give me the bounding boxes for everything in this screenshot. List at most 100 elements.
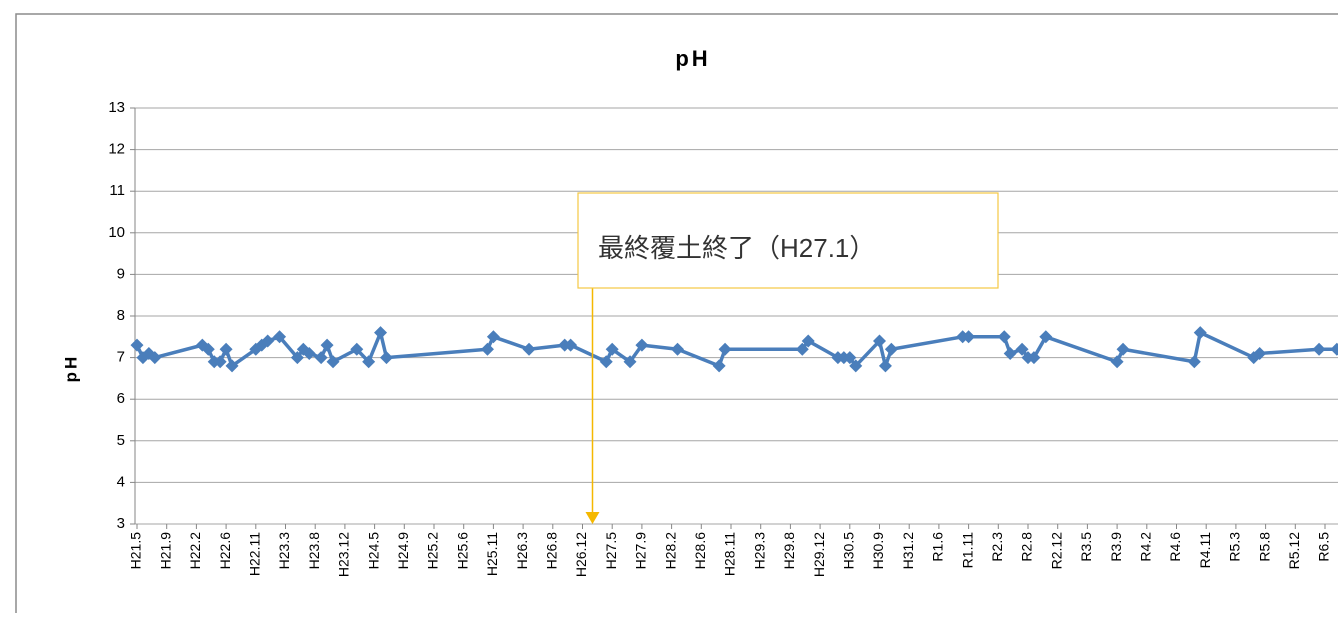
x-tick-label: R4.6 [1167, 532, 1183, 562]
data-marker [599, 355, 613, 369]
x-tick-label: H22.6 [217, 532, 233, 570]
data-marker [1116, 342, 1130, 356]
data-marker [1312, 342, 1326, 356]
x-tick-label: H25.2 [425, 532, 441, 570]
data-marker [302, 346, 316, 360]
x-tick-label: H25.11 [484, 532, 500, 576]
data-marker [718, 342, 732, 356]
data-marker [795, 342, 809, 356]
data-marker [878, 359, 892, 373]
data-marker [201, 342, 215, 356]
data-marker [1015, 342, 1029, 356]
data-marker [1110, 355, 1124, 369]
data-marker [1003, 346, 1017, 360]
data-marker [290, 351, 304, 365]
data-marker [1193, 326, 1207, 340]
x-tick-label: H27.9 [633, 532, 649, 570]
data-marker [712, 359, 726, 373]
x-tick-label: H30.5 [841, 532, 857, 570]
data-marker [843, 351, 857, 365]
x-tick-label: R5.8 [1256, 532, 1272, 562]
x-tick-label: R5.12 [1286, 532, 1302, 570]
x-tick-label: H29.12 [811, 532, 827, 577]
annotation-box [577, 192, 999, 289]
x-tick-label: H27.5 [603, 532, 619, 570]
x-tick-label: H23.8 [306, 532, 322, 570]
data-marker [374, 326, 388, 340]
x-tick-label: R6.5 [1316, 532, 1332, 562]
x-tick-label: H26.8 [544, 532, 560, 570]
data-marker [225, 359, 239, 373]
chart-frame [15, 13, 1338, 618]
y-tick-label: 11 [109, 182, 125, 199]
x-tick-label: R1.11 [959, 532, 975, 569]
y-tick-label: 7 [117, 349, 125, 366]
x-tick-label: R2.12 [1048, 532, 1064, 570]
x-tick-label: R2.8 [1019, 532, 1035, 562]
y-tick-label: 5 [117, 432, 125, 449]
x-tick-label: H30.9 [870, 532, 886, 570]
x-tick-label: H28.2 [662, 532, 678, 570]
data-marker [635, 338, 649, 352]
y-tick-label: 3 [117, 515, 125, 532]
x-tick-label: H26.12 [573, 532, 589, 577]
data-marker [326, 355, 340, 369]
x-tick-label: H28.11 [722, 532, 738, 576]
x-tick-label: H26.3 [514, 532, 530, 570]
y-tick-label: 12 [108, 141, 125, 158]
data-marker [480, 342, 494, 356]
x-tick-label: H22.11 [247, 532, 263, 576]
data-marker [1187, 355, 1201, 369]
x-tick-label: H23.3 [276, 532, 292, 570]
data-marker [997, 330, 1011, 344]
data-marker [849, 359, 863, 373]
x-tick-label: H22.2 [187, 532, 203, 570]
annotation-text: 最終覆土終了（H27.1） [598, 233, 875, 263]
x-tick-label: H25.6 [454, 532, 470, 570]
data-marker [320, 338, 334, 352]
y-tick-label: 9 [117, 265, 125, 282]
data-marker [962, 330, 976, 344]
data-marker [486, 330, 500, 344]
data-marker [1039, 330, 1053, 344]
y-tick-label: 10 [108, 224, 125, 241]
y-tick-label: 8 [117, 307, 125, 324]
y-tick-label: 13 [108, 99, 125, 116]
data-marker [1027, 351, 1041, 365]
x-tick-label: H21.9 [157, 532, 173, 570]
x-tick-label: H24.9 [395, 532, 411, 570]
data-marker [350, 342, 364, 356]
data-marker [261, 334, 275, 348]
x-tick-label: R4.11 [1197, 532, 1213, 569]
x-tick-label: R1.6 [930, 532, 946, 562]
y-axis-title: pH [61, 354, 80, 383]
data-marker [623, 355, 637, 369]
chart-title: pH [675, 46, 710, 71]
data-marker [130, 338, 144, 352]
y-tick-label: 4 [117, 473, 125, 490]
data-marker [671, 342, 685, 356]
data-marker [219, 342, 233, 356]
data-marker [1330, 342, 1338, 356]
data-marker [873, 334, 886, 348]
data-marker [884, 342, 898, 356]
x-tick-label: R3.9 [1108, 532, 1124, 562]
data-marker [148, 351, 162, 365]
data-marker [605, 342, 619, 356]
x-tick-label: R4.2 [1138, 532, 1154, 562]
data-marker [564, 338, 578, 352]
x-tick-label: H23.12 [336, 532, 352, 577]
data-marker [273, 330, 287, 344]
x-tick-label: R2.3 [989, 532, 1005, 562]
x-tick-label: R3.5 [1078, 532, 1094, 562]
data-marker [379, 351, 393, 365]
data-marker [801, 334, 815, 348]
data-marker [362, 355, 376, 369]
x-tick-label: H29.3 [751, 532, 767, 570]
x-tick-label: R5.3 [1227, 532, 1243, 562]
data-marker [213, 355, 227, 369]
annotation-arrowhead [585, 512, 600, 524]
data-marker [1253, 346, 1267, 360]
x-tick-label: H24.5 [365, 532, 381, 570]
